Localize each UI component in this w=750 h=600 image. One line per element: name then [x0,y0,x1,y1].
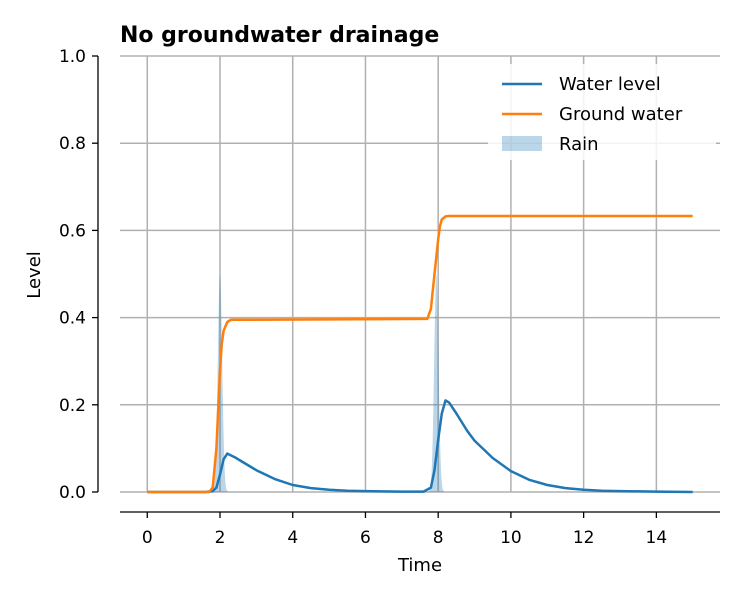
x-tick-label: 14 [646,528,668,548]
legend: Water level Ground water Rain [488,64,716,160]
line-series [147,214,693,494]
y-tick-label: 1.0 [59,47,86,67]
y-tick-label: 0.0 [59,483,86,503]
legend-label: Water level [559,74,661,95]
rain-series [211,274,446,492]
y-tick-label: 0.6 [59,221,86,241]
ground-water-line [147,214,693,494]
chart-title: No groundwater drainage [120,23,439,48]
legend-label: Rain [559,134,599,155]
y-axis-label: Level [24,251,45,299]
water-level-line [147,399,693,494]
x-tick-label: 0 [142,528,153,548]
x-tick-label: 12 [573,528,595,548]
axes [92,55,720,518]
x-tick-label: 2 [215,528,226,548]
x-tick-label: 4 [287,528,298,548]
x-tick-labels: 0 2 4 6 8 10 12 14 [142,528,667,548]
y-tick-label: 0.8 [59,134,86,154]
legend-swatch-rain [502,136,542,151]
x-axis-label: Time [397,555,442,576]
rain-peak [427,274,446,492]
y-tick-label: 0.2 [59,396,86,416]
legend-box [488,64,716,160]
x-tick-label: 8 [433,528,444,548]
legend-label: Ground water [559,104,683,125]
y-tick-label: 0.4 [59,309,86,329]
x-tick-label: 10 [500,528,522,548]
y-tick-labels: 0.0 0.2 0.4 0.6 0.8 1.0 [59,47,86,503]
x-tick-label: 6 [360,528,371,548]
